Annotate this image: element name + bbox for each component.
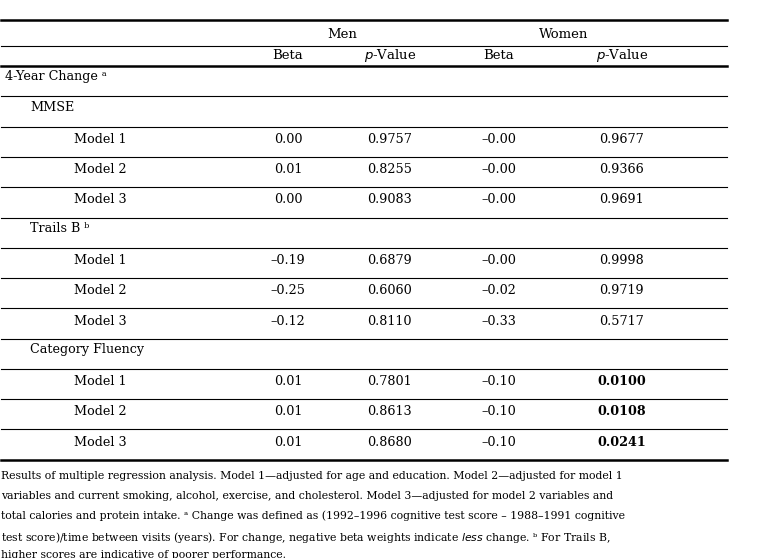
Text: 0.9757: 0.9757 — [367, 133, 412, 146]
Text: Model 1: Model 1 — [74, 133, 126, 146]
Text: Women: Women — [539, 28, 588, 41]
Text: Model 3: Model 3 — [74, 436, 126, 449]
Text: –0.10: –0.10 — [481, 375, 516, 388]
Text: 0.9366: 0.9366 — [600, 163, 645, 176]
Text: Model 1: Model 1 — [74, 375, 126, 388]
Text: Men: Men — [328, 28, 357, 41]
Text: 0.0241: 0.0241 — [597, 436, 646, 449]
Text: Results of multiple regression analysis. Model 1—adjusted for age and education.: Results of multiple regression analysis.… — [2, 472, 623, 482]
Text: 0.8110: 0.8110 — [367, 315, 412, 328]
Text: 0.5717: 0.5717 — [600, 315, 645, 328]
Text: Category Fluency: Category Fluency — [30, 343, 145, 355]
Text: 0.8680: 0.8680 — [367, 436, 412, 449]
Text: MMSE: MMSE — [30, 100, 75, 113]
Text: 0.9083: 0.9083 — [367, 194, 412, 206]
Text: –0.02: –0.02 — [481, 284, 516, 297]
Text: Beta: Beta — [483, 49, 514, 62]
Text: Model 2: Model 2 — [74, 284, 126, 297]
Text: Model 1: Model 1 — [74, 254, 126, 267]
Text: $p$-Value: $p$-Value — [363, 47, 416, 64]
Text: 0.01: 0.01 — [274, 405, 303, 418]
Text: 0.9677: 0.9677 — [600, 133, 645, 146]
Text: 0.01: 0.01 — [274, 163, 303, 176]
Text: Model 2: Model 2 — [74, 163, 126, 176]
Text: $p$-Value: $p$-Value — [596, 47, 648, 64]
Text: –0.00: –0.00 — [481, 163, 516, 176]
Text: Trails B ᵇ: Trails B ᵇ — [30, 222, 90, 234]
Text: 0.6060: 0.6060 — [367, 284, 412, 297]
Text: 0.9691: 0.9691 — [600, 194, 644, 206]
Text: –0.33: –0.33 — [481, 315, 516, 328]
Text: –0.00: –0.00 — [481, 133, 516, 146]
Text: Beta: Beta — [273, 49, 303, 62]
Text: –0.25: –0.25 — [271, 284, 306, 297]
Text: 0.0100: 0.0100 — [597, 375, 646, 388]
Text: higher scores are indicative of poorer performance.: higher scores are indicative of poorer p… — [2, 550, 287, 558]
Text: 0.8613: 0.8613 — [367, 405, 412, 418]
Text: –0.10: –0.10 — [481, 436, 516, 449]
Text: –0.19: –0.19 — [271, 254, 306, 267]
Text: 0.9719: 0.9719 — [600, 284, 644, 297]
Text: Model 3: Model 3 — [74, 315, 126, 328]
Text: 0.8255: 0.8255 — [367, 163, 412, 176]
Text: test score)/time between visits (years). For change, negative beta weights indic: test score)/time between visits (years).… — [2, 530, 611, 545]
Text: 0.00: 0.00 — [274, 133, 303, 146]
Text: –0.10: –0.10 — [481, 405, 516, 418]
Text: 0.0108: 0.0108 — [597, 405, 646, 418]
Text: variables and current smoking, alcohol, exercise, and cholesterol. Model 3—adjus: variables and current smoking, alcohol, … — [2, 491, 613, 501]
Text: 0.01: 0.01 — [274, 375, 303, 388]
Text: 4-Year Change ᵃ: 4-Year Change ᵃ — [5, 70, 107, 83]
Text: –0.12: –0.12 — [271, 315, 306, 328]
Text: Model 3: Model 3 — [74, 194, 126, 206]
Text: 0.00: 0.00 — [274, 194, 303, 206]
Text: Model 2: Model 2 — [74, 405, 126, 418]
Text: 0.7801: 0.7801 — [367, 375, 412, 388]
Text: 0.01: 0.01 — [274, 436, 303, 449]
Text: 0.6879: 0.6879 — [367, 254, 412, 267]
Text: 0.9998: 0.9998 — [600, 254, 645, 267]
Text: total calories and protein intake. ᵃ Change was defined as (1992–1996 cognitive : total calories and protein intake. ᵃ Cha… — [2, 511, 626, 521]
Text: –0.00: –0.00 — [481, 194, 516, 206]
Text: –0.00: –0.00 — [481, 254, 516, 267]
